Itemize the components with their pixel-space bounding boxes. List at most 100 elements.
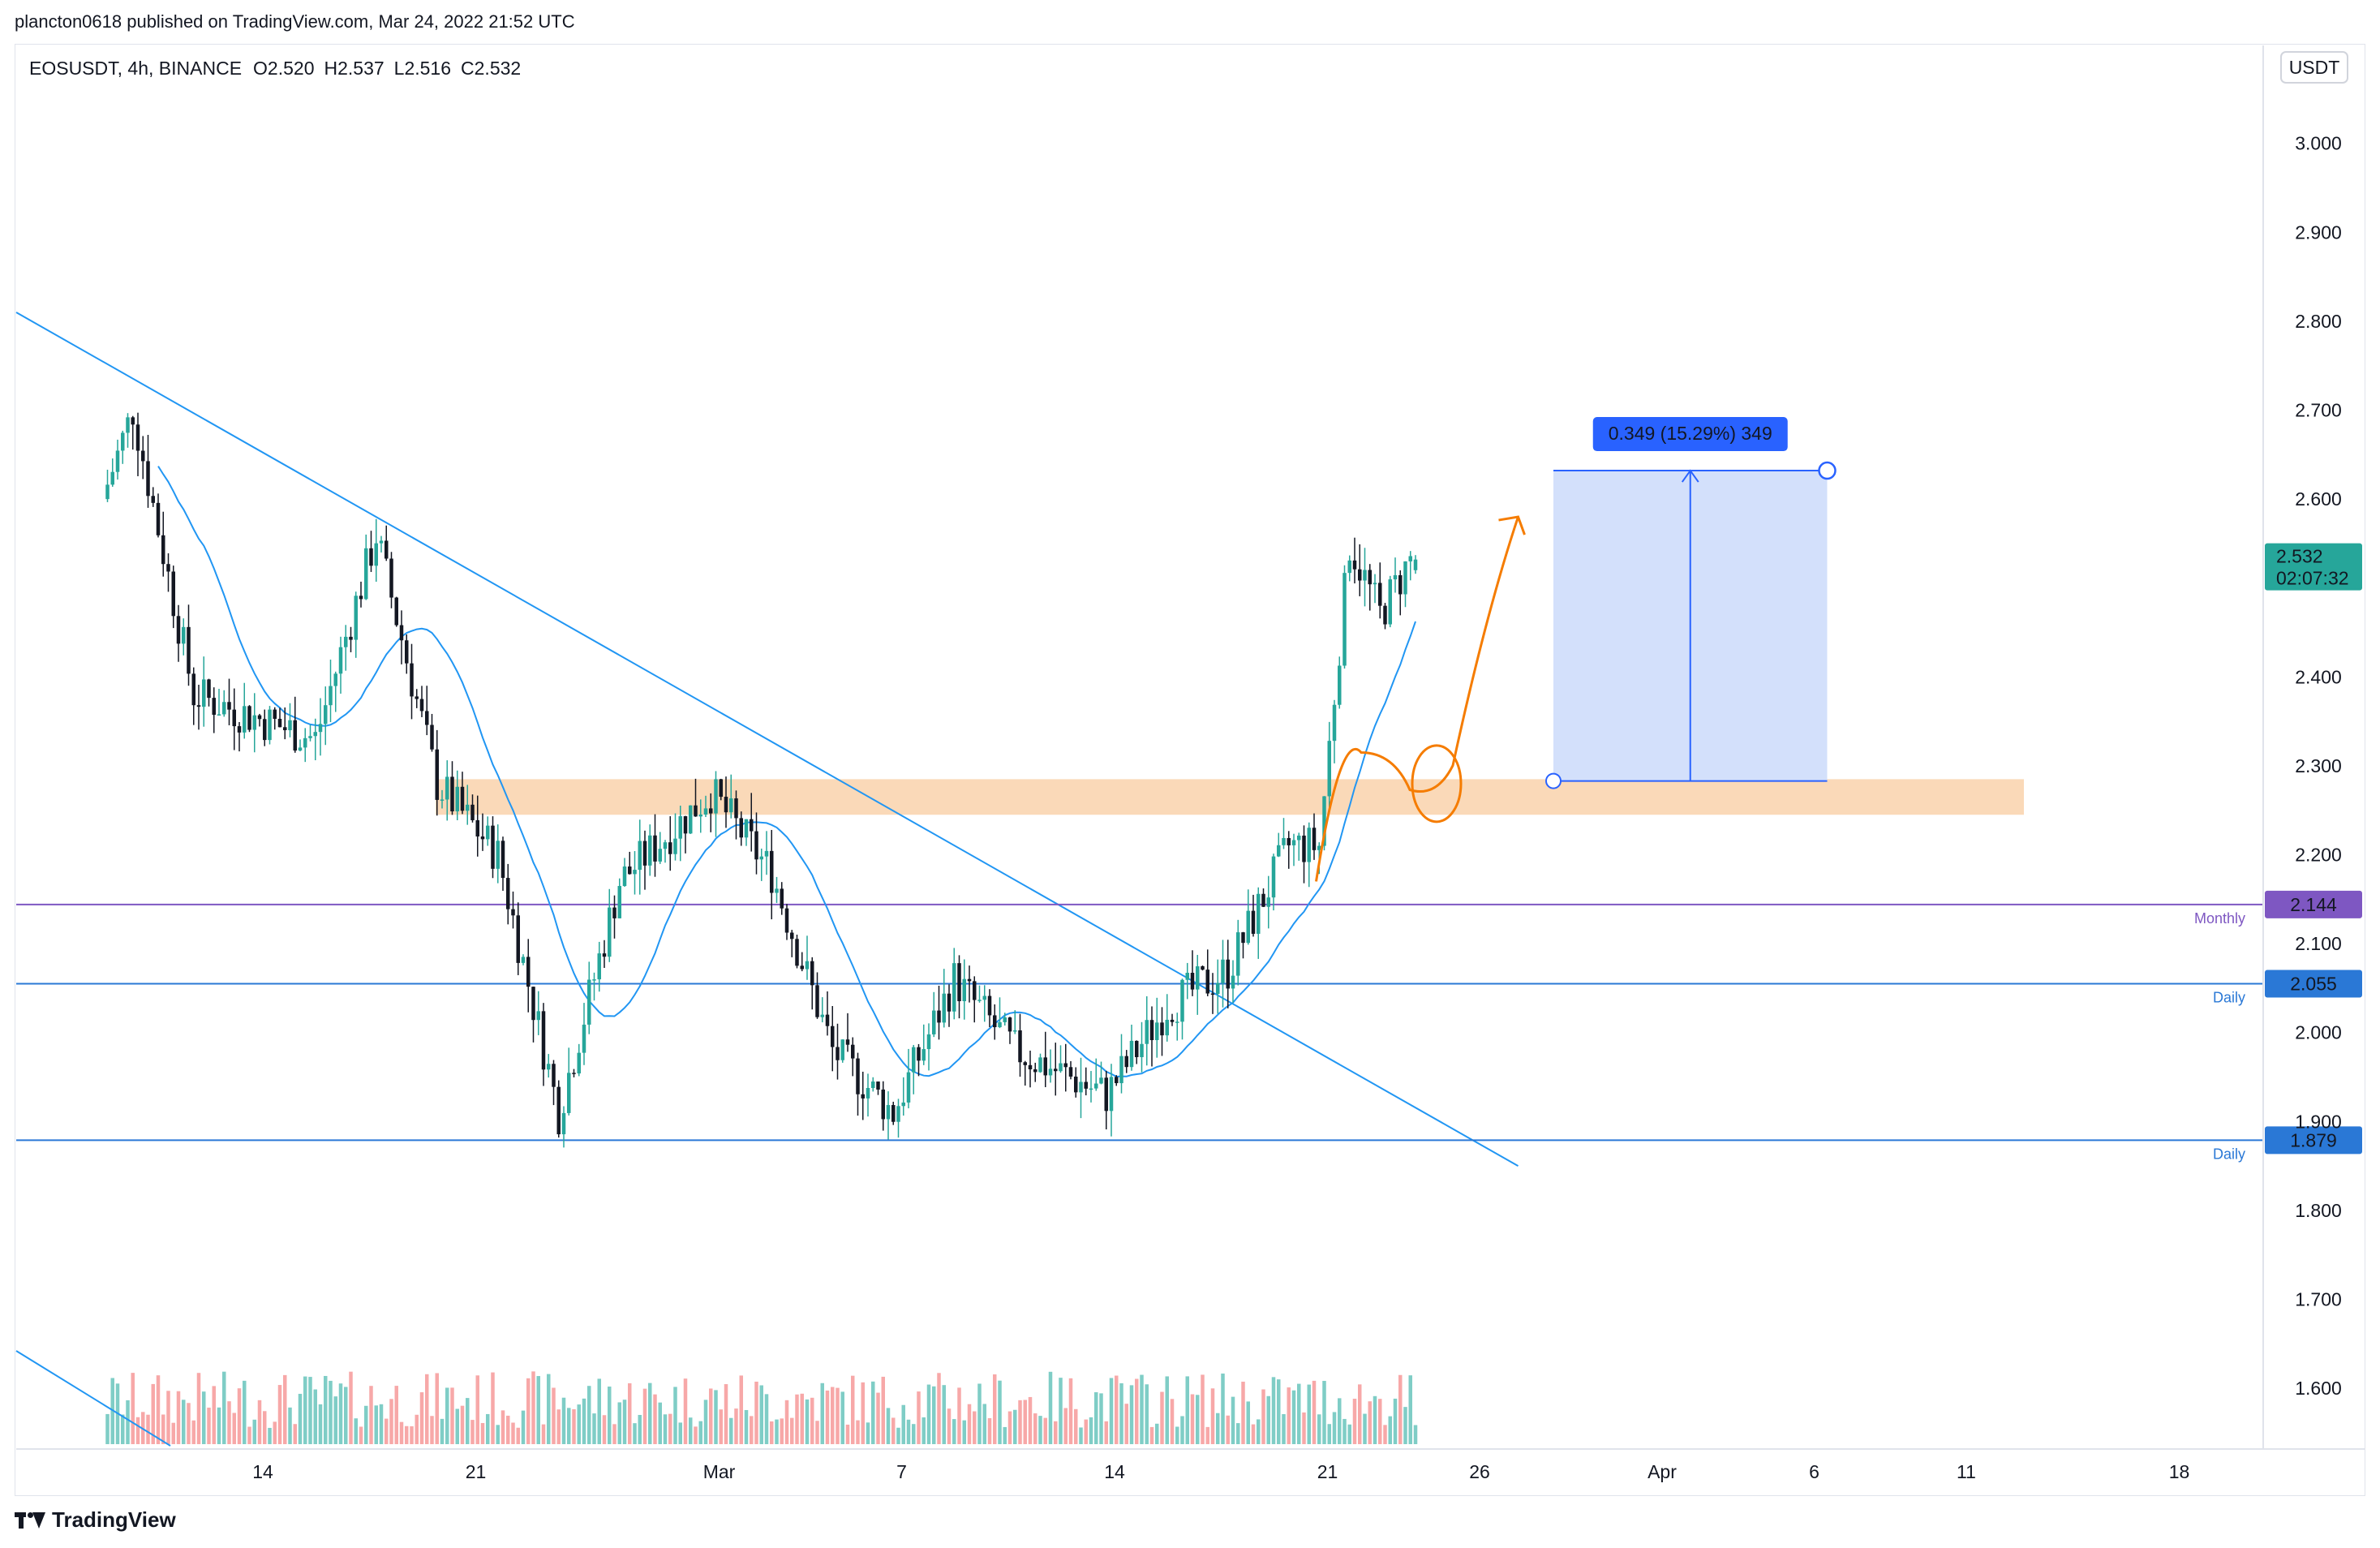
volume-bar <box>1135 1378 1139 1444</box>
y-tick-label: 2.800 <box>2295 311 2342 332</box>
candle-body <box>942 993 946 1023</box>
candle-body <box>561 1112 566 1135</box>
candle-body <box>151 496 155 503</box>
candle-body <box>369 548 373 566</box>
retest-circle[interactable] <box>1411 744 1463 823</box>
volume-bar <box>602 1415 607 1444</box>
candle-body <box>445 776 449 800</box>
candle-body <box>628 866 632 875</box>
symbol-info[interactable]: EOSUSDT, 4h, BINANCE O2.520 H2.537 L2.516 C2… <box>29 58 521 79</box>
price-range-measure[interactable]: 0.349 (15.29%) 349 <box>1545 417 1837 789</box>
volume-bar <box>901 1404 905 1444</box>
candle-body <box>973 981 977 1000</box>
volume-bar <box>496 1425 500 1444</box>
projection-path[interactable] <box>1315 515 1526 882</box>
volume-bar <box>466 1398 470 1444</box>
volume-bar <box>694 1426 698 1444</box>
candle-body <box>460 786 465 811</box>
volume-bar <box>750 1416 754 1444</box>
volume-bar <box>1251 1424 1256 1444</box>
measure-handle-end[interactable] <box>1818 461 1837 480</box>
volume-bar <box>891 1417 896 1444</box>
volume-bar <box>1261 1389 1265 1444</box>
measure-handle-start[interactable] <box>1545 772 1562 789</box>
candle-body <box>1119 1056 1123 1084</box>
candle-body <box>653 835 657 862</box>
candle-body <box>856 1058 860 1094</box>
candle-body <box>187 626 191 674</box>
horizontal-levels[interactable]: Monthly 2.144 Daily 2.055 Daily 1.879 2.53202:… <box>16 543 2362 1163</box>
candle-body <box>531 987 535 1021</box>
y-tick-label: 2.600 <box>2295 488 2342 510</box>
candle-body <box>541 1011 546 1070</box>
measure-label-box <box>1592 417 1788 452</box>
candle-body <box>775 888 779 893</box>
volume-bar <box>805 1399 810 1444</box>
price-axis[interactable]: 3.000 2.900 2.800 2.700 2.600 2.400 2.300 2.200… <box>2262 45 2342 1449</box>
volume-bar <box>243 1380 247 1444</box>
candle-body <box>1343 573 1347 666</box>
level-price-tag <box>2265 970 2362 998</box>
volume-bar <box>536 1376 540 1444</box>
time-axis[interactable]: 14 21 Mar 7 14 21 26 Apr 6 11 18 <box>16 1448 2365 1482</box>
volume-bar <box>252 1419 256 1444</box>
volume-bar <box>338 1383 343 1444</box>
candle-body <box>891 1105 896 1122</box>
candle-body <box>962 978 966 1002</box>
candle-body <box>805 961 810 970</box>
volume-bar <box>673 1387 677 1444</box>
chart-frame[interactable] <box>15 44 2365 1496</box>
candle-body <box>146 461 150 497</box>
descending-trendline[interactable] <box>15 312 1519 1167</box>
volume-bar <box>486 1413 490 1444</box>
current-price-tag[interactable] <box>2265 543 2362 591</box>
volume-bar <box>952 1419 956 1444</box>
candle-body <box>567 1073 571 1113</box>
candle-body <box>1074 1076 1078 1093</box>
candle-body <box>273 709 277 719</box>
candle-body <box>577 1052 581 1074</box>
volume-bar <box>126 1400 130 1444</box>
volume-bar <box>1403 1407 1407 1444</box>
volume-bar <box>1185 1376 1189 1444</box>
candle-body <box>932 1010 936 1034</box>
volume-trendline <box>15 1350 171 1447</box>
tradingview-logo-icon <box>15 1511 45 1529</box>
support-zone[interactable] <box>436 779 2024 815</box>
candle-body <box>896 1106 900 1122</box>
volume-bar <box>196 1373 201 1444</box>
volume-bar <box>881 1376 885 1444</box>
candle-body <box>587 979 591 1025</box>
candle-body <box>1388 579 1392 625</box>
volume-bar <box>1149 1426 1154 1444</box>
candle-body <box>784 908 789 933</box>
volume-bar <box>1063 1408 1068 1444</box>
candle-body <box>719 779 723 798</box>
projection-curve[interactable] <box>1315 516 1519 882</box>
volume-bar <box>784 1400 789 1444</box>
candle-body <box>1383 605 1387 625</box>
candle-body <box>191 673 195 706</box>
volume-bar <box>982 1404 986 1444</box>
candle-body <box>780 888 784 909</box>
volume-bar <box>445 1387 449 1444</box>
candle-body <box>957 963 961 1002</box>
volume-bar <box>820 1382 824 1444</box>
currency-button[interactable]: USDT <box>2280 51 2348 84</box>
candle-body <box>470 804 475 820</box>
candle-body <box>668 842 672 854</box>
x-tick-label: 6 <box>1809 1461 1819 1482</box>
candle-body <box>500 841 505 879</box>
candle-body <box>592 979 596 981</box>
volume-bar <box>475 1375 479 1444</box>
volume-bar <box>714 1390 718 1444</box>
candle-body <box>1287 837 1291 845</box>
candle-body <box>1282 837 1286 845</box>
level-price-tag <box>2265 890 2362 918</box>
volume-bar <box>146 1414 150 1444</box>
volume-bar <box>957 1387 961 1444</box>
volume-bar <box>394 1386 398 1444</box>
volume-bar <box>187 1403 191 1444</box>
volume-bar <box>917 1391 921 1444</box>
